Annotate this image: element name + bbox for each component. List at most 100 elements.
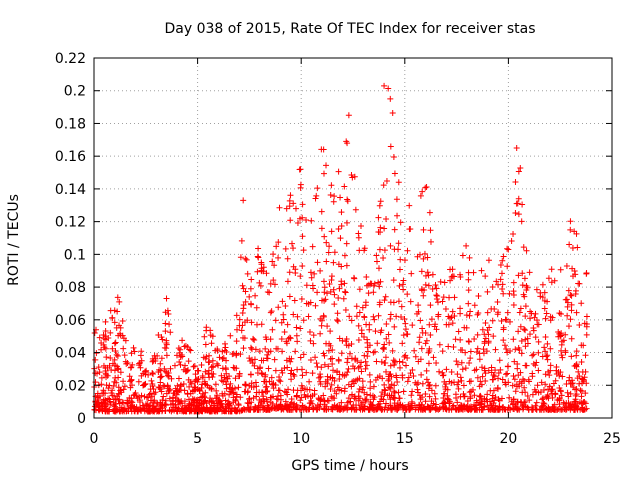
- data-point-2580: [377, 329, 384, 336]
- data-point-2083: [366, 342, 373, 349]
- data-point-732: [331, 249, 338, 256]
- data-point-2126: [498, 395, 505, 402]
- data-point-606: [220, 378, 227, 385]
- data-point-347: [112, 374, 119, 381]
- data-point-2486: [441, 279, 448, 286]
- data-point-511: [434, 299, 441, 306]
- data-point-1480: [138, 392, 145, 399]
- data-point-1326: [328, 182, 335, 189]
- data-point-2426: [488, 369, 495, 376]
- data-point-910: [516, 309, 523, 316]
- data-point-40: [556, 310, 563, 317]
- data-point-2546: [216, 397, 223, 404]
- data-point-2313: [383, 177, 390, 184]
- data-point-1564: [275, 387, 282, 394]
- data-point-619: [96, 334, 103, 341]
- data-point-1973: [214, 346, 221, 353]
- data-point-1542: [370, 383, 377, 390]
- data-point-2428: [532, 406, 539, 413]
- data-point-664: [380, 396, 387, 403]
- data-point-2384: [426, 381, 433, 388]
- data-point-1165: [286, 334, 293, 341]
- data-point-448: [448, 273, 455, 280]
- data-point-1801: [320, 278, 327, 285]
- data-point-1012: [383, 400, 390, 407]
- data-point-145: [247, 285, 254, 292]
- data-point-1985: [338, 278, 345, 285]
- data-point-897: [521, 326, 528, 333]
- data-point-2166: [402, 352, 409, 359]
- data-point-2401: [283, 340, 290, 347]
- data-point-489: [233, 365, 240, 372]
- data-point-1414: [535, 367, 542, 374]
- data-point-1921: [314, 406, 321, 413]
- data-point-1436: [317, 330, 324, 337]
- data-point-2200: [128, 382, 135, 389]
- data-point-1090: [345, 365, 352, 372]
- data-point-1256: [306, 386, 313, 393]
- data-point-421: [400, 388, 407, 395]
- data-point-902: [407, 226, 414, 233]
- data-point-1364: [491, 373, 498, 380]
- data-point-1236: [338, 399, 345, 406]
- data-point-698: [327, 288, 334, 295]
- data-point-2468: [154, 407, 161, 414]
- data-point-2382: [336, 386, 343, 393]
- data-point-2024: [344, 369, 351, 376]
- data-point-2488: [102, 397, 109, 404]
- data-point-1380: [330, 367, 337, 374]
- data-point-1906: [162, 401, 169, 408]
- data-point-1386: [433, 326, 440, 333]
- data-point-1701: [481, 367, 488, 374]
- data-point-84: [356, 386, 363, 393]
- plot-frame: [93, 57, 613, 419]
- data-point-465: [131, 348, 138, 355]
- data-point-875: [449, 320, 456, 327]
- data-point-2452: [111, 407, 118, 414]
- data-point-1766: [457, 310, 464, 317]
- data-point-2031: [426, 345, 433, 352]
- data-point-2427: [202, 397, 209, 404]
- data-point-2285: [381, 406, 388, 413]
- data-point-1233: [308, 274, 315, 281]
- data-point-2065: [260, 404, 267, 411]
- data-point-2312: [570, 384, 577, 391]
- data-point-256: [430, 400, 437, 407]
- data-point-2188: [233, 326, 240, 333]
- data-point-803: [433, 285, 440, 292]
- data-point-2211: [213, 400, 220, 407]
- data-point-68: [382, 387, 389, 394]
- data-point-2543: [564, 303, 571, 310]
- data-point-1960: [410, 372, 417, 379]
- data-point-1635: [576, 280, 583, 287]
- data-point-1342: [331, 388, 338, 395]
- data-point-2263: [489, 317, 496, 324]
- data-point-2255: [419, 325, 426, 332]
- data-point-2286: [451, 379, 458, 386]
- data-point-833: [230, 364, 237, 371]
- data-point-162: [493, 278, 500, 285]
- data-point-36: [156, 384, 163, 391]
- data-point-848: [275, 254, 282, 261]
- data-point-1330: [568, 292, 575, 299]
- data-point-1010: [409, 388, 416, 395]
- data-point-2347: [219, 348, 226, 355]
- data-point-628: [550, 380, 557, 387]
- data-point-2300: [359, 406, 366, 413]
- data-point-702: [254, 253, 261, 260]
- data-point-697: [186, 383, 193, 390]
- data-point-2165: [375, 279, 382, 286]
- data-point-1361: [381, 341, 388, 348]
- data-point-2550: [102, 408, 109, 415]
- data-point-1898: [286, 269, 293, 276]
- data-point-2129: [521, 384, 528, 391]
- data-point-588: [284, 278, 291, 285]
- data-point-1856: [120, 378, 127, 385]
- data-point-1857: [280, 316, 287, 323]
- data-point-836: [470, 269, 477, 276]
- data-point-535: [237, 254, 244, 261]
- data-point-2522: [252, 406, 259, 413]
- data-point-379: [109, 392, 116, 399]
- data-point-1987: [175, 375, 182, 382]
- data-point-581: [307, 393, 314, 400]
